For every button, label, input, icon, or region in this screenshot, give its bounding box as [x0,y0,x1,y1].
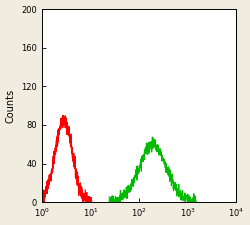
Y-axis label: Counts: Counts [6,89,16,123]
